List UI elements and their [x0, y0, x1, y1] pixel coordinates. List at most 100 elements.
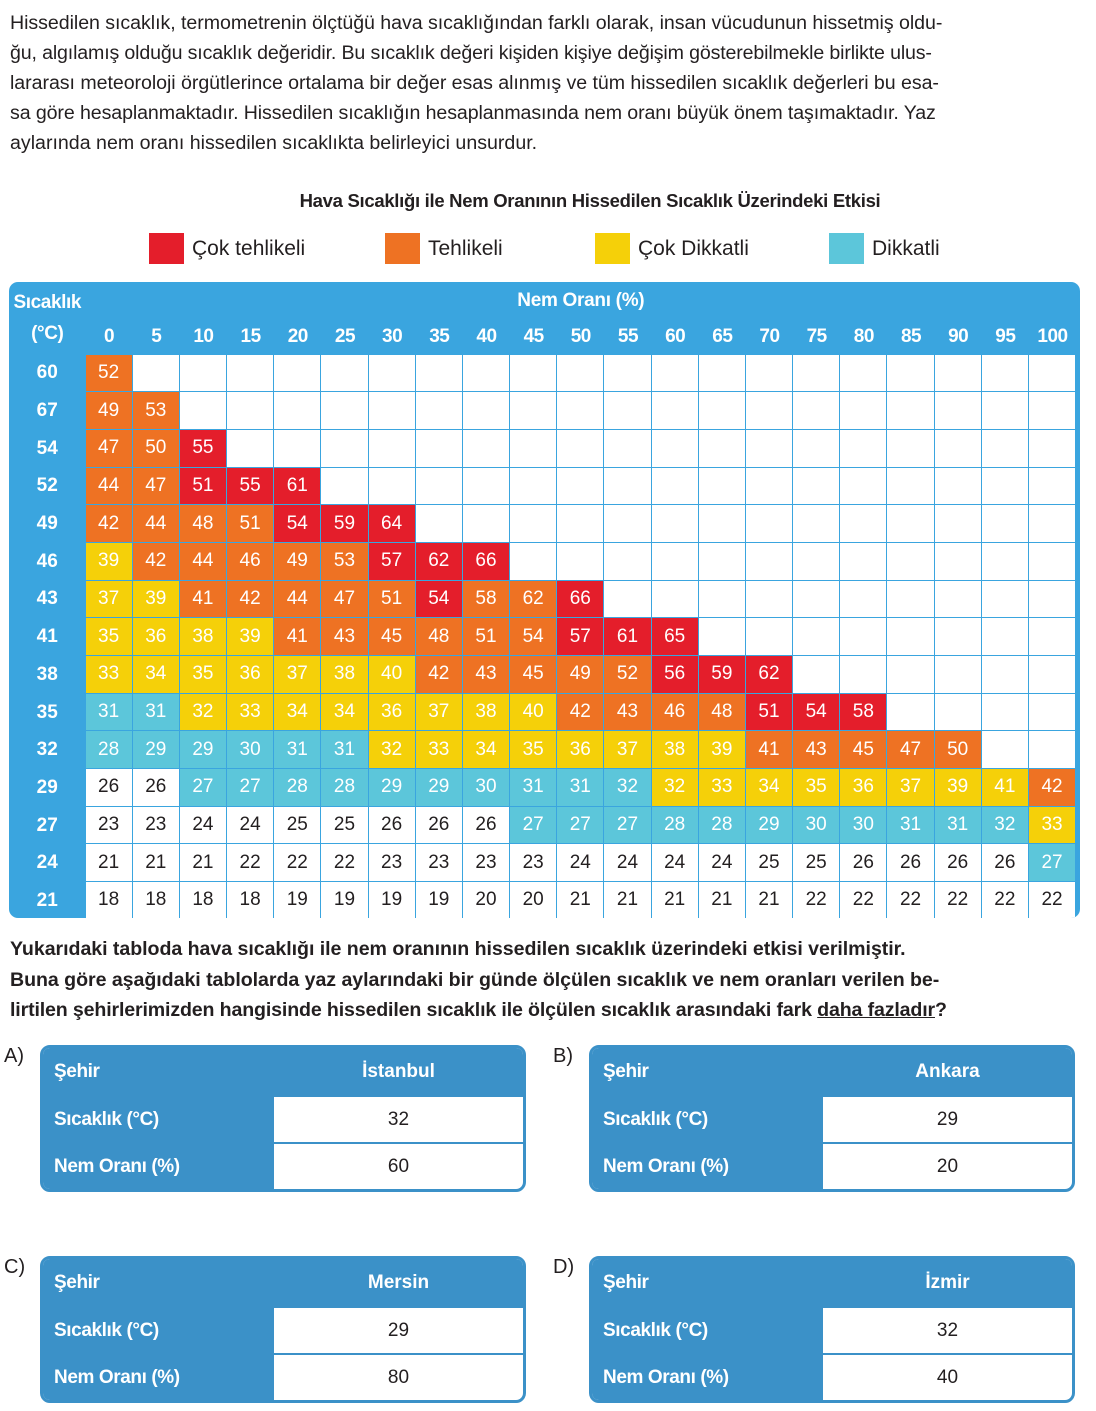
humidity-column-header: 65 [712, 325, 733, 347]
heat-cell [1028, 580, 1077, 619]
heat-cell [604, 354, 652, 393]
temperature-label: Sıcaklık (°C) [592, 1097, 821, 1142]
humidity-column-header: 75 [806, 325, 828, 347]
heat-cell: 37 [85, 580, 133, 619]
city-label: Şehir [592, 1048, 821, 1095]
heat-cell: 62 [745, 656, 794, 694]
legend: Çok tehlikeli Tehlikeli Çok Dikkatli Dik… [0, 233, 1096, 267]
heat-cell [179, 392, 228, 430]
heat-cell [227, 429, 275, 468]
option-d-letter[interactable]: D) [553, 1256, 575, 1278]
heat-cell [604, 429, 652, 468]
heat-cell: 28 [85, 731, 133, 770]
humidity-column-header: 0 [104, 325, 115, 347]
heat-cell [745, 542, 794, 581]
temperature-row-header: 21 [36, 889, 58, 911]
heat-cell [698, 580, 746, 619]
city-label: Şehir [43, 1048, 272, 1095]
city-label: Şehir [43, 1259, 272, 1306]
heat-cell [1028, 542, 1077, 581]
heat-cell: 54 [415, 580, 463, 619]
heat-index-grid: Sıcaklık (°C) Nem Oranı (%) 0 5 10 15 20 25 30… [9, 282, 1080, 918]
heat-cell: 21 [745, 882, 794, 918]
option-c-table[interactable]: Şehir Mersin Sıcaklık (°C) 29 Nem Oranı … [40, 1256, 526, 1403]
option-table-row: Nem Oranı (%) 20 [592, 1142, 1072, 1189]
humidity-column-header: 85 [900, 325, 922, 347]
heat-cell [651, 467, 699, 506]
heat-cell [510, 467, 558, 506]
option-b-letter[interactable]: B) [553, 1045, 573, 1067]
heat-cell [604, 580, 652, 619]
heat-cell: 66 [557, 580, 605, 619]
heat-cell [179, 354, 228, 393]
option-c-letter[interactable]: C) [4, 1256, 26, 1278]
heat-cell: 23 [368, 844, 416, 883]
temperature-row-header: 52 [36, 475, 58, 497]
heat-cell: 45 [840, 731, 888, 770]
heat-cell [793, 467, 841, 506]
humidity-column-header: 20 [287, 325, 309, 347]
question-line-text: lirtilen şehirlerimizden hangisinde hiss… [10, 999, 818, 1021]
heat-cell: 25 [793, 844, 841, 883]
heat-cell [510, 505, 558, 543]
temperature-row-header: 32 [36, 739, 58, 761]
legend-label: Çok tehlikeli [192, 236, 306, 260]
temperature-value: 32 [272, 1097, 523, 1142]
heat-cell: 22 [840, 882, 888, 918]
question-line: Buna göre aşağıdaki tablolarda yaz aylar… [10, 968, 940, 991]
heat-cell: 31 [510, 769, 558, 807]
heat-cell: 21 [132, 844, 180, 883]
heat-cell: 24 [651, 844, 699, 883]
heat-cell: 26 [887, 844, 935, 883]
option-a-letter[interactable]: A) [4, 1045, 24, 1067]
option-table-row: Nem Oranı (%) 80 [43, 1353, 523, 1400]
heat-cell [793, 505, 841, 543]
heat-cell [840, 467, 888, 506]
option-table-row: Nem Oranı (%) 40 [592, 1353, 1072, 1400]
heat-cell: 35 [85, 618, 133, 656]
heat-cell [793, 542, 841, 581]
heat-cell [1028, 731, 1077, 770]
heat-cell [510, 392, 558, 430]
humidity-column-header: 5 [151, 325, 162, 347]
humidity-column-header: 50 [570, 325, 592, 347]
heat-cell [745, 580, 794, 619]
heat-cell: 39 [934, 769, 982, 807]
option-d-table[interactable]: Şehir İzmir Sıcaklık (°C) 32 Nem Oranı (… [589, 1256, 1075, 1403]
heat-cell [698, 618, 746, 656]
heat-cell: 65 [651, 618, 699, 656]
option-a-table[interactable]: Şehir İstanbul Sıcaklık (°C) 32 Nem Oran… [40, 1045, 526, 1192]
heat-cell: 33 [415, 731, 463, 770]
heat-cell: 24 [604, 844, 652, 883]
heat-cell [604, 467, 652, 506]
heat-cell: 18 [132, 882, 180, 918]
heat-cell [745, 354, 794, 393]
heat-cell: 18 [85, 882, 133, 918]
heat-cell [1028, 656, 1077, 694]
heat-cell [510, 542, 558, 581]
heat-cell [227, 392, 275, 430]
heat-cell: 26 [840, 844, 888, 883]
heat-cell: 42 [85, 505, 133, 543]
heat-cell [368, 429, 416, 468]
option-table-header-row: Şehir İzmir [592, 1259, 1072, 1306]
heat-cell: 46 [227, 542, 275, 581]
heat-cell: 30 [840, 806, 888, 845]
option-b-table[interactable]: Şehir Ankara Sıcaklık (°C) 29 Nem Oranı … [589, 1045, 1075, 1192]
legend-item-dikkatli: Dikkatli [829, 233, 940, 264]
heat-cell [462, 505, 511, 543]
humidity-column-header: 40 [476, 325, 497, 347]
heat-cell: 51 [462, 618, 511, 656]
legend-label: Dikkatli [872, 236, 940, 260]
heat-cell: 58 [462, 580, 511, 619]
heat-cell [745, 467, 794, 506]
heat-cell [462, 429, 511, 468]
heat-cell: 24 [227, 806, 275, 845]
heat-cell [887, 618, 935, 656]
legend-item-cok-dikkatli: Çok Dikkatli [595, 233, 749, 264]
heat-cell [510, 354, 558, 393]
heat-cell: 52 [85, 354, 133, 393]
heat-cell [557, 542, 605, 581]
humidity-column-header: 30 [382, 325, 403, 347]
humidity-column-header: 80 [853, 325, 875, 347]
